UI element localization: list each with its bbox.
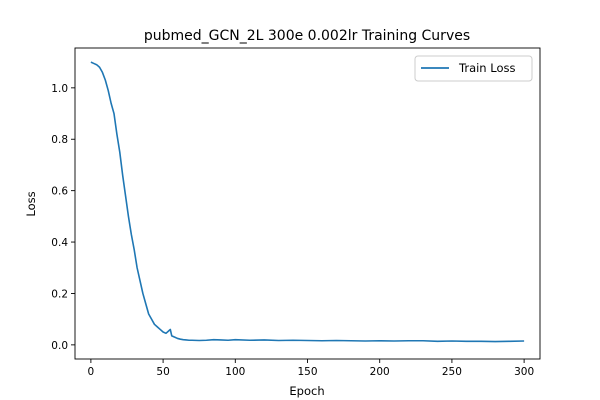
axes-layer: 0 50 100 150 200 250 300 0.0 0.2 0.4 0.6 0.8 1.0 — [51, 47, 541, 378]
y-tick-label: 0.4 — [51, 237, 68, 249]
legend-label: Train Loss — [458, 61, 515, 75]
y-tick-label: 1.0 — [51, 83, 68, 95]
y-tick-label: 0.6 — [51, 186, 68, 198]
x-tick-label: 0 — [88, 366, 95, 378]
series-line-0 — [90, 61, 525, 343]
y-tick-label: 0.2 — [51, 288, 68, 300]
x-axis-label: Epoch — [289, 384, 324, 398]
y-tick-label: 0.0 — [51, 340, 68, 352]
legend: Train Loss — [414, 55, 533, 82]
legend-box — [414, 55, 533, 82]
series-layer — [90, 61, 525, 343]
y-tick-label: 0.8 — [51, 134, 68, 146]
x-tick-label: 150 — [297, 366, 317, 378]
y-axis-label: Loss — [24, 191, 38, 216]
x-tick-label: 50 — [156, 366, 169, 378]
chart-title: pubmed_GCN_2L 300e 0.002lr Training Curv… — [144, 28, 470, 44]
x-tick-label: 300 — [514, 366, 534, 378]
x-tick-label: 250 — [442, 366, 462, 378]
x-tick-label: 200 — [370, 366, 390, 378]
plot-frame — [74, 47, 541, 360]
x-tick-label: 100 — [225, 366, 245, 378]
